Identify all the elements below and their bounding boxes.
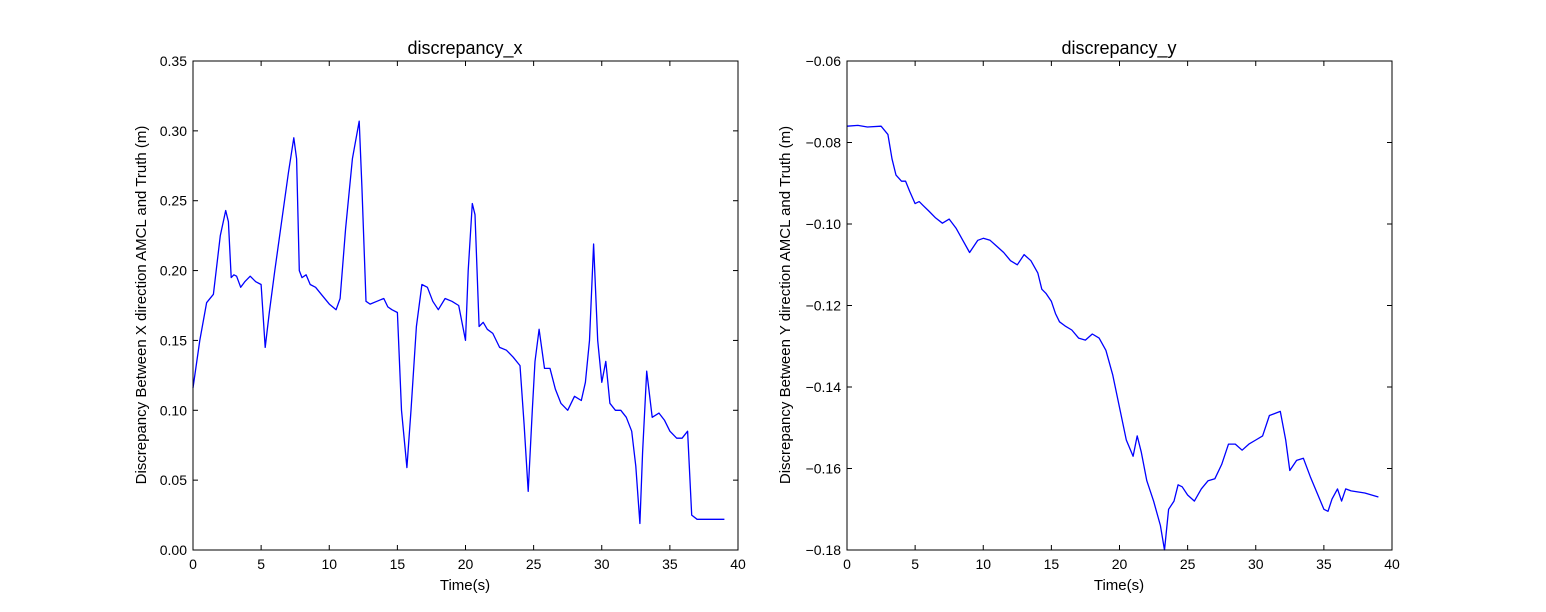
series-line <box>846 124 1379 551</box>
y-axis-label: Discrepancy Between X direction AMCL and… <box>133 126 150 485</box>
x-tick-label: 10 <box>975 556 991 572</box>
x-tick-label: 25 <box>1180 556 1196 572</box>
x-tick-label: 40 <box>1384 556 1400 572</box>
y-tick-label: −0.08 <box>806 135 842 151</box>
x-tick-label: 15 <box>1044 556 1060 572</box>
x-tick-label: 40 <box>730 556 746 572</box>
x-axis-label: Time(s) <box>1094 577 1144 594</box>
y-tick-label: 0.10 <box>160 402 187 418</box>
y-tick-label: 0.35 <box>160 53 187 69</box>
x-tick-label: 15 <box>390 556 406 572</box>
x-tick-label: 30 <box>1248 556 1264 572</box>
chart-title: discrepancy_y <box>1061 38 1176 59</box>
chart-title: discrepancy_x <box>407 38 522 59</box>
chart-discrepancy-y: discrepancy_y Time(s) Discrepancy Betwee… <box>777 38 1400 594</box>
x-tick-label: 5 <box>911 556 919 572</box>
x-tick-label: 25 <box>526 556 542 572</box>
series-layer <box>192 120 725 525</box>
series-line <box>192 120 725 525</box>
x-tick-label: 20 <box>458 556 474 572</box>
plot-frame <box>192 60 739 551</box>
y-tick-label: −0.14 <box>806 379 842 395</box>
chart-discrepancy-x: discrepancy_x Time(s) Discrepancy Betwee… <box>133 38 746 594</box>
y-tick-label: 0.15 <box>160 332 187 348</box>
y-tick-label: −0.18 <box>806 542 842 558</box>
x-tick-label: 35 <box>1316 556 1332 572</box>
series-layer <box>846 124 1379 551</box>
y-tick-label: 0.05 <box>160 472 187 488</box>
y-tick-label: 0.30 <box>160 123 187 139</box>
y-tick-label: −0.06 <box>806 53 842 69</box>
y-tick-label: −0.12 <box>806 298 842 314</box>
x-tick-label: 5 <box>257 556 265 572</box>
ticks-layer: 0 5 10 15 20 25 30 35 40 −0.18 −0.16 −0.14 −0.12 −0.1… <box>806 53 1400 572</box>
ticks-layer: 0 5 10 15 20 25 30 35 40 0.00 0.05 0.10 0.15 0.20 0.25… <box>160 53 746 572</box>
y-tick-label: 0.25 <box>160 193 187 209</box>
x-tick-label: 20 <box>1112 556 1128 572</box>
x-tick-label: 10 <box>321 556 337 572</box>
x-tick-label: 0 <box>189 556 197 572</box>
y-axis-label: Discrepancy Between Y direction AMCL and… <box>777 126 794 484</box>
y-tick-label: −0.10 <box>806 216 842 232</box>
y-tick-label: 0.00 <box>160 542 187 558</box>
x-tick-label: 35 <box>662 556 678 572</box>
y-tick-label: −0.16 <box>806 461 842 477</box>
x-axis-label: Time(s) <box>440 577 490 594</box>
x-tick-label: 0 <box>843 556 851 572</box>
x-tick-label: 30 <box>594 556 610 572</box>
y-tick-label: 0.20 <box>160 263 187 279</box>
plot-frame <box>846 60 1393 551</box>
